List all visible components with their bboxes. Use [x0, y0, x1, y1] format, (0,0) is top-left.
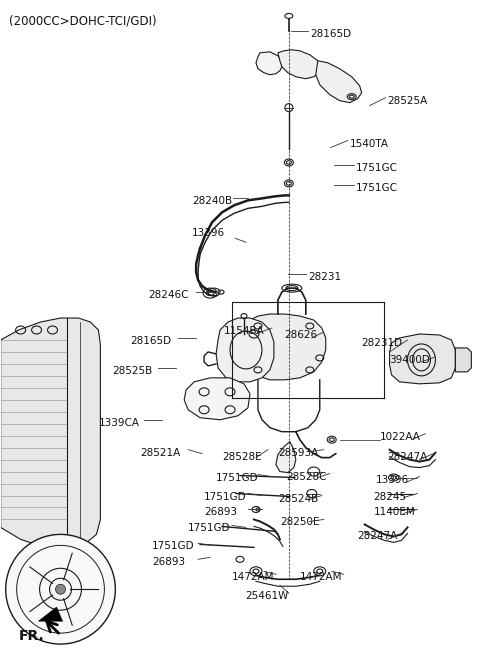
Text: 28525B: 28525B	[112, 366, 153, 376]
Text: FR.: FR.	[19, 629, 44, 643]
Text: 28525A: 28525A	[387, 96, 428, 106]
Text: 28521A: 28521A	[140, 447, 180, 458]
Text: 28231: 28231	[308, 272, 341, 282]
Text: 1751GD: 1751GD	[216, 472, 259, 483]
Text: 28247A: 28247A	[358, 531, 398, 541]
Polygon shape	[246, 314, 326, 380]
Polygon shape	[216, 318, 274, 382]
Text: 39400D: 39400D	[390, 355, 431, 365]
Text: 1472AM: 1472AM	[300, 572, 342, 583]
Polygon shape	[184, 378, 250, 420]
Text: 1751GD: 1751GD	[152, 541, 195, 552]
Text: 28246C: 28246C	[148, 290, 189, 300]
Text: 28245: 28245	[373, 491, 407, 502]
Text: 1472AM: 1472AM	[232, 572, 275, 583]
Polygon shape	[276, 441, 296, 472]
Text: 28165D: 28165D	[310, 29, 351, 39]
Text: 28626: 28626	[284, 330, 317, 340]
Text: 13396: 13396	[192, 228, 225, 238]
Polygon shape	[456, 348, 471, 372]
Polygon shape	[316, 61, 361, 102]
Text: 1140EM: 1140EM	[373, 508, 415, 518]
Text: 28593A: 28593A	[278, 447, 318, 458]
Bar	[69, 430, 93, 464]
Text: 28250E: 28250E	[280, 518, 319, 527]
Polygon shape	[38, 607, 62, 621]
Polygon shape	[0, 318, 100, 549]
Text: 13396: 13396	[376, 474, 409, 485]
Text: 1022AA: 1022AA	[380, 432, 420, 441]
Text: 28528C: 28528C	[286, 472, 326, 482]
Text: 26893: 26893	[204, 508, 237, 518]
Text: 1751GC: 1751GC	[356, 163, 397, 173]
Text: 1751GC: 1751GC	[356, 184, 397, 194]
Text: 28231D: 28231D	[361, 338, 403, 348]
Text: 28247A: 28247A	[387, 451, 428, 462]
Text: 28528E: 28528E	[222, 451, 262, 462]
Text: 1751GD: 1751GD	[204, 491, 247, 502]
Text: (2000CC>DOHC-TCI/GDI): (2000CC>DOHC-TCI/GDI)	[9, 15, 156, 28]
Text: 28524B: 28524B	[278, 493, 318, 504]
Text: 1751GD: 1751GD	[188, 523, 231, 533]
Text: 28165D: 28165D	[130, 336, 171, 346]
Text: 25461W: 25461W	[245, 591, 288, 602]
Polygon shape	[256, 52, 282, 75]
Text: 28240B: 28240B	[192, 196, 232, 207]
Bar	[69, 360, 96, 400]
Text: 1339CA: 1339CA	[98, 418, 139, 428]
Text: 1540TA: 1540TA	[350, 138, 389, 148]
Polygon shape	[390, 334, 456, 384]
Ellipse shape	[6, 535, 115, 644]
Ellipse shape	[56, 584, 65, 594]
Text: 1154BA: 1154BA	[224, 326, 265, 336]
Polygon shape	[278, 50, 322, 79]
Text: 26893: 26893	[152, 558, 185, 567]
